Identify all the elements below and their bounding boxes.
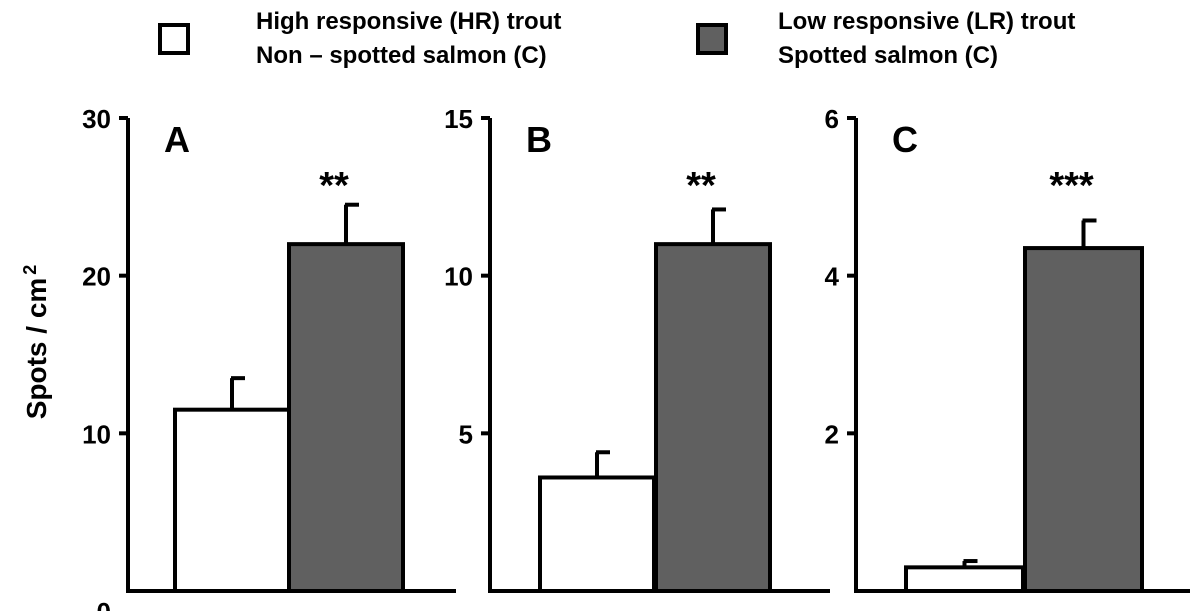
panel-a-y-tick-label-20: 20 bbox=[82, 262, 111, 292]
panel-a: 0 10 20 30 A ** bbox=[82, 104, 456, 611]
panel-a-bar-2 bbox=[287, 242, 405, 593]
panel-c: 2 4 6 C *** bbox=[825, 104, 1190, 593]
panel-c-label: C bbox=[892, 119, 918, 160]
panel-b-y-tick-label-15: 15 bbox=[444, 104, 473, 134]
panel-a-bar-1 bbox=[173, 407, 291, 593]
panel-c-y-tick-label-4: 4 bbox=[825, 262, 840, 292]
panel-c-y-tick-label-2: 2 bbox=[825, 419, 839, 449]
panel-b: 5 10 15 B ** bbox=[444, 104, 830, 594]
legend-label-lr-line1: Low responsive (LR) trout bbox=[778, 8, 1076, 35]
panel-a-y-tick-label-30: 30 bbox=[82, 104, 111, 134]
panel-b-y-tick-label-10: 10 bbox=[444, 262, 473, 292]
panel-b-bar-2 bbox=[654, 242, 772, 593]
panel-b-bar-1 bbox=[538, 475, 656, 594]
panel-b-y-tick-label-5: 5 bbox=[459, 419, 473, 449]
legend-label-hr-line2: Non – spotted salmon (C) bbox=[256, 42, 547, 69]
panel-a-y-tick-label-0: 0 bbox=[97, 597, 111, 611]
panel-a-label: A bbox=[164, 119, 190, 160]
panel-a-y-tick-label-10: 10 bbox=[82, 419, 111, 449]
panel-b-significance: ** bbox=[686, 165, 716, 207]
panel-b-label: B bbox=[526, 119, 552, 160]
legend-label-lr-line2: Spotted salmon (C) bbox=[778, 42, 998, 69]
panel-c-significance: *** bbox=[1049, 165, 1094, 207]
panel-c-y-tick-label-6: 6 bbox=[825, 104, 839, 134]
y-axis-label-superscript: 2 bbox=[20, 265, 40, 275]
panel-c-bar-1 bbox=[904, 565, 1025, 593]
y-axis-label: Spots / cm2 bbox=[20, 265, 52, 420]
legend-swatch-white bbox=[158, 23, 190, 55]
panel-a-significance: ** bbox=[319, 165, 349, 207]
legend-label-hr-line1: High responsive (HR) trout bbox=[256, 8, 562, 35]
panel-c-bar-2 bbox=[1023, 246, 1144, 593]
legend-swatch-gray bbox=[696, 23, 728, 55]
